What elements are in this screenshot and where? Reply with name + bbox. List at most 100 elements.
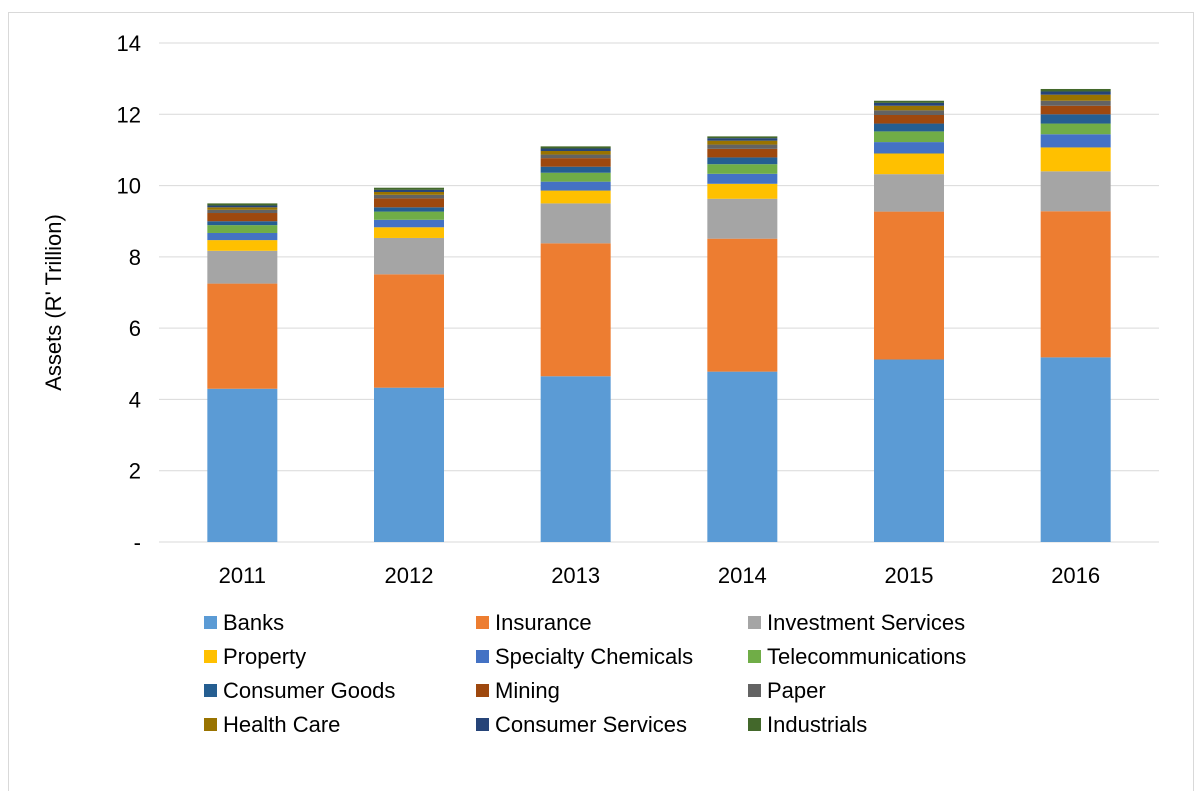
bar-segment-industrials xyxy=(1040,88,1111,92)
legend-swatch xyxy=(204,718,217,731)
bar-segment-property xyxy=(874,153,944,175)
bar-segment-consumer-goods xyxy=(207,221,278,226)
bar-segment-industrials xyxy=(874,100,944,103)
bar-segment-investment-services xyxy=(374,237,444,275)
legend-item: Banks xyxy=(204,610,284,635)
bar-segment-banks xyxy=(1040,357,1111,542)
bar-segment-specialty-chemicals xyxy=(1040,134,1111,148)
bar-segment-investment-services xyxy=(207,250,278,284)
bar-segment-paper xyxy=(374,194,444,199)
legend-swatch xyxy=(748,718,761,731)
bar-segment-property xyxy=(707,183,778,199)
bar-segment-paper xyxy=(874,110,944,115)
y-tick-label: 4 xyxy=(129,387,141,412)
bar-segment-investment-services xyxy=(540,203,611,244)
legend-item: Paper xyxy=(748,678,826,703)
bar-segment-specialty-chemicals xyxy=(207,232,278,241)
legend-label: Consumer Services xyxy=(495,712,687,737)
legend-label: Specialty Chemicals xyxy=(495,644,693,669)
bar-segment-property xyxy=(540,190,611,204)
legend-swatch xyxy=(748,616,761,629)
legend-swatch xyxy=(748,650,761,663)
legend-swatch xyxy=(204,684,217,697)
x-tick-label: 2014 xyxy=(718,563,767,588)
bar-segment-industrials xyxy=(540,146,611,149)
bar-segment-telecommunications xyxy=(207,225,278,233)
y-tick-label: 2 xyxy=(129,459,141,484)
y-tick-label: 8 xyxy=(129,245,141,270)
bar-segment-property xyxy=(1040,147,1111,172)
bar-segment-health-care xyxy=(707,140,778,145)
bars xyxy=(207,88,1111,542)
y-axis-title: Assets (R' Trillion) xyxy=(41,214,66,391)
bar-segment-consumer-goods xyxy=(540,166,611,173)
x-tick-label: 2015 xyxy=(885,563,934,588)
bar-segment-investment-services xyxy=(874,174,944,212)
bar-segment-insurance xyxy=(874,211,944,360)
bar-segment-mining xyxy=(374,198,444,208)
legend-swatch xyxy=(748,684,761,697)
bar-segment-specialty-chemicals xyxy=(874,142,944,154)
legend-label: Paper xyxy=(767,678,826,703)
legend-label: Health Care xyxy=(223,712,340,737)
bar-segment-telecommunications xyxy=(1040,123,1111,135)
bar-segment-industrials xyxy=(707,136,778,139)
bar-segment-telecommunications xyxy=(374,211,444,220)
bar-segment-telecommunications xyxy=(707,164,778,174)
legend-swatch xyxy=(476,616,489,629)
bar-segment-property xyxy=(207,240,278,251)
bar-segment-industrials xyxy=(207,203,278,206)
x-tick-label: 2016 xyxy=(1051,563,1100,588)
bar-segment-telecommunications xyxy=(874,131,944,143)
bar-segment-consumer-services xyxy=(374,189,444,192)
bar-segment-mining xyxy=(707,148,778,158)
bar-segment-mining xyxy=(207,213,278,222)
y-axis-ticks: - 2 4 6 8 10 12 14 xyxy=(117,31,141,555)
bar-segment-property xyxy=(374,227,444,238)
gridlines xyxy=(159,42,1159,543)
legend-label: Telecommunications xyxy=(767,644,966,669)
bar-segment-insurance xyxy=(707,238,778,372)
legend-label: Mining xyxy=(495,678,560,703)
bar-segment-banks xyxy=(874,359,944,542)
bar-segment-consumer-goods xyxy=(1040,114,1111,124)
legend-label: Property xyxy=(223,644,306,669)
legend-swatch xyxy=(476,650,489,663)
bar-segment-consumer-goods xyxy=(374,207,444,212)
legend-swatch xyxy=(204,650,217,663)
legend-item: Telecommunications xyxy=(748,644,966,669)
y-tick-label: - xyxy=(134,530,141,555)
bar-segment-health-care xyxy=(874,105,944,111)
legend-swatch xyxy=(476,718,489,731)
legend-item: Property xyxy=(204,644,306,669)
bar-segment-health-care xyxy=(374,191,444,195)
y-tick-label: 6 xyxy=(129,316,141,341)
bar-segment-consumer-goods xyxy=(707,157,778,165)
bar-segment-insurance xyxy=(1040,211,1111,358)
bar-segment-telecommunications xyxy=(540,172,611,182)
bar-segment-investment-services xyxy=(707,198,778,239)
bar-segment-banks xyxy=(374,387,444,542)
bar-segment-health-care xyxy=(540,150,611,155)
bar-segment-mining xyxy=(540,158,611,167)
legend-label: Investment Services xyxy=(767,610,965,635)
legend-item: Consumer Services xyxy=(476,712,687,737)
bar-segment-consumer-services xyxy=(1040,91,1111,95)
bar-segment-health-care xyxy=(1040,94,1111,101)
bar-segment-paper xyxy=(707,144,778,149)
bar-segment-investment-services xyxy=(1040,171,1111,212)
legend-label: Insurance xyxy=(495,610,592,635)
legend: Banks Insurance Investment Services Propert… xyxy=(204,610,966,737)
legend-item: Health Care xyxy=(204,712,340,737)
stacked-bar-chart: - 2 4 6 8 10 12 14 2011 2012 2013 2014 2015 2016 Ass… xyxy=(41,31,1159,737)
bar-segment-paper xyxy=(540,154,611,159)
legend-label: Industrials xyxy=(767,712,867,737)
bar-segment-consumer-services xyxy=(707,138,778,141)
bar-segment-specialty-chemicals xyxy=(707,173,778,184)
y-tick-label: 14 xyxy=(117,31,141,56)
legend-label: Banks xyxy=(223,610,284,635)
x-axis-ticks: 2011 2012 2013 2014 2015 2016 xyxy=(219,563,1100,588)
bar-segment-paper xyxy=(207,209,278,214)
bar-segment-insurance xyxy=(374,274,444,388)
bar-segment-specialty-chemicals xyxy=(540,181,611,191)
